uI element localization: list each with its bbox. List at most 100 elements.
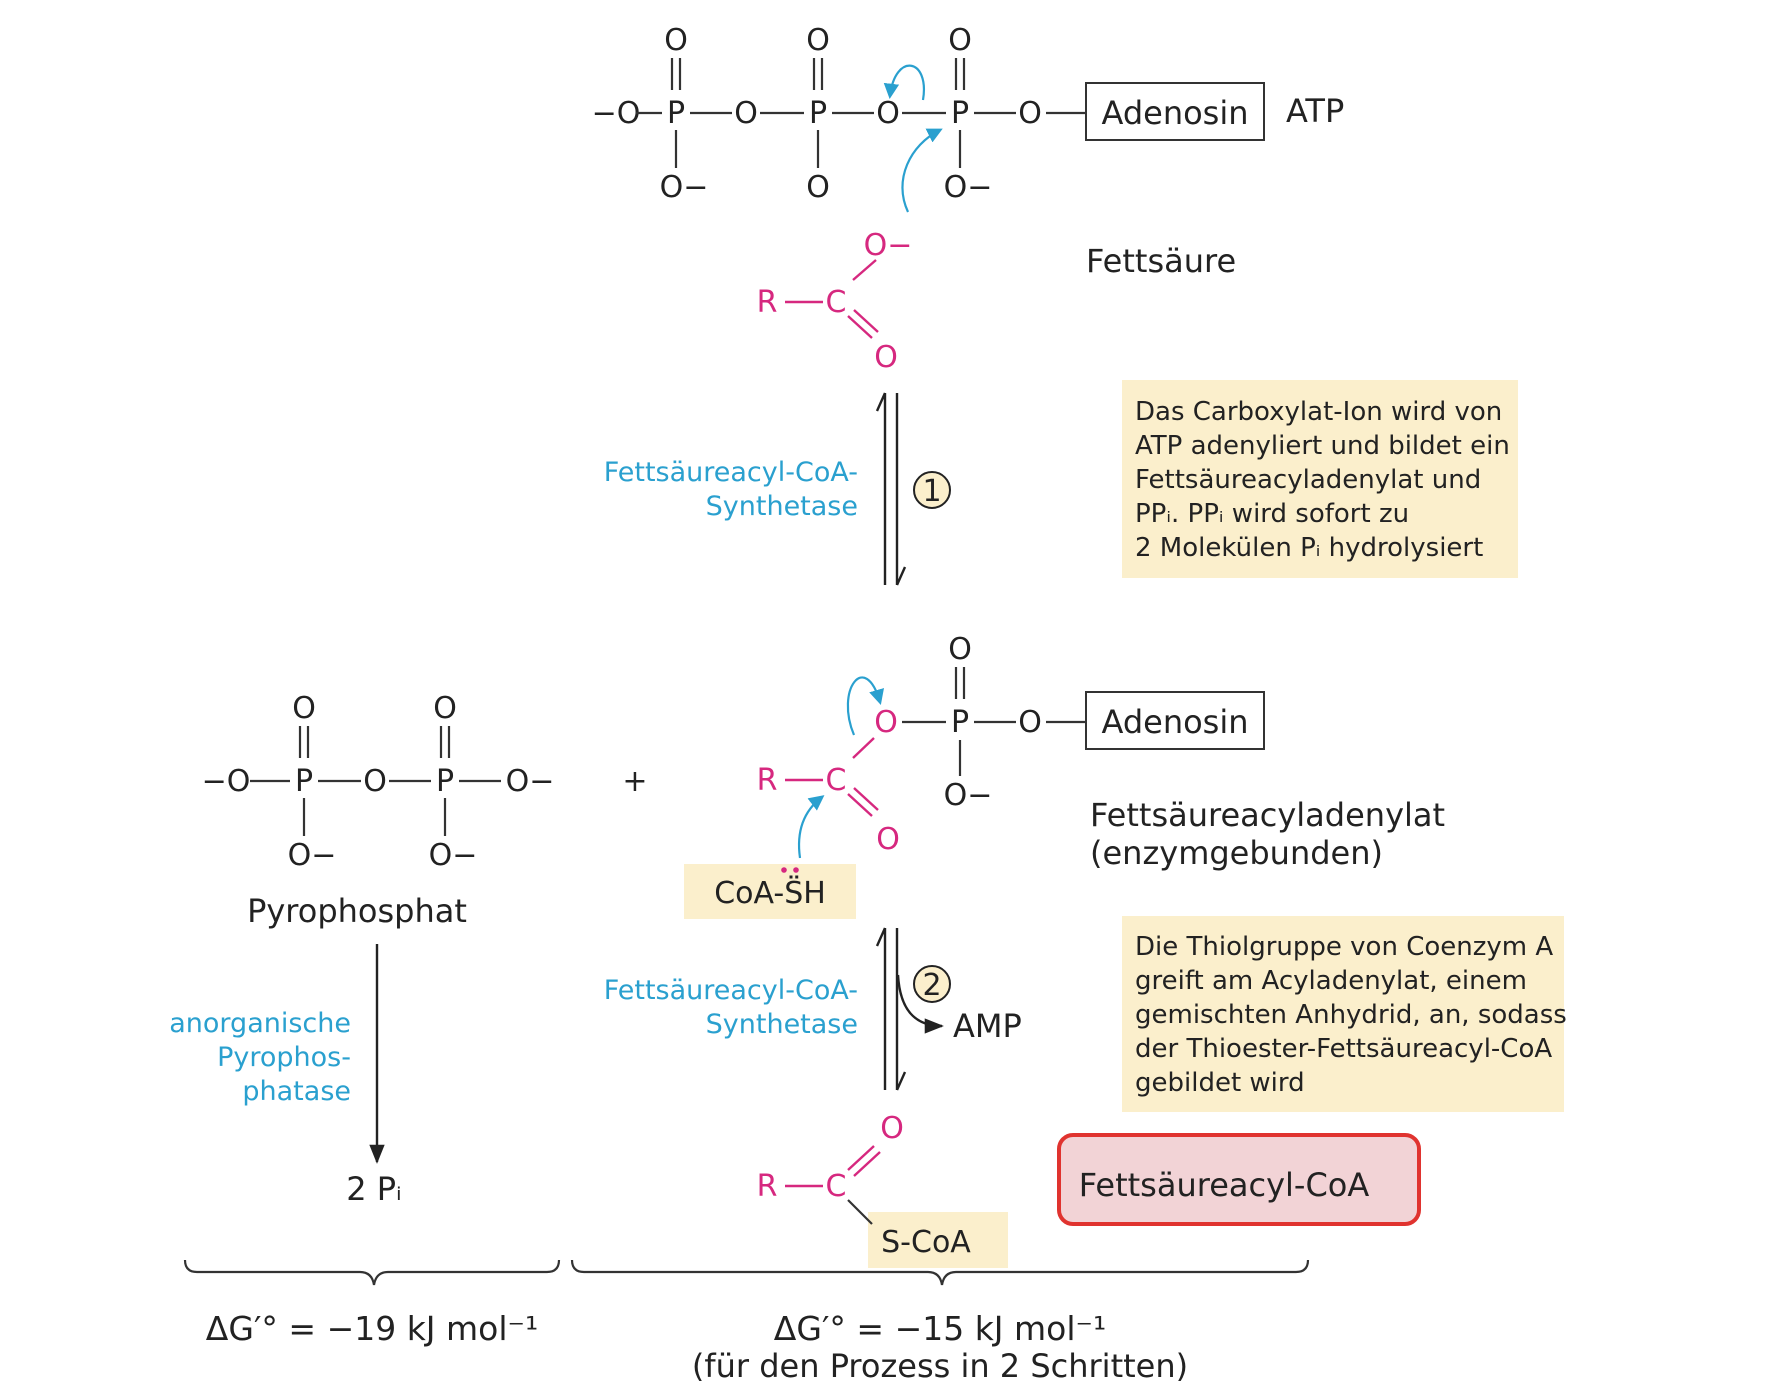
- electron-arrow-curve: [798, 795, 825, 859]
- atom-r: R: [757, 763, 778, 798]
- atom-p: P: [809, 96, 827, 131]
- note-box-step1: [1122, 380, 1518, 578]
- atom-o: O: [876, 96, 900, 131]
- enzyme-label: Synthetase: [706, 491, 858, 522]
- enzyme-label: Fettsäureacyl-CoA-: [604, 457, 858, 488]
- atom-p: P: [951, 705, 969, 740]
- atom-o-minus: O−: [429, 838, 478, 873]
- note-line: ATP adenyliert und bildet ein: [1135, 431, 1510, 461]
- step-number-badge: [913, 471, 951, 509]
- note-line: gemischten Anhydrid, an, sodass: [1135, 1000, 1567, 1030]
- atom-c: C: [826, 1169, 847, 1204]
- atp-molecule: O O O −O P O P O P O O− O O− Adenosin AT…: [592, 23, 1344, 213]
- s-coa-box: [868, 1212, 1008, 1268]
- lone-pair-dot: [781, 867, 787, 873]
- step-number: 1: [922, 474, 941, 509]
- note-box-step2: [1122, 916, 1564, 1112]
- enzyme-label: phatase: [242, 1076, 351, 1107]
- adenosin-box: [1085, 691, 1265, 750]
- electron-arrow-curve: [901, 128, 943, 213]
- atom-o-minus: O−: [660, 170, 709, 205]
- atom-o: O: [876, 822, 900, 857]
- fatty-acid-label: Fettsäure: [1086, 242, 1236, 280]
- enzyme-label: anorganische: [169, 1008, 351, 1039]
- adenylate-label: (enzymgebunden): [1090, 834, 1383, 872]
- delta-g-left: ΔG′° = −19 kJ mol⁻¹: [206, 1309, 538, 1348]
- step2: AMP Fettsäureacyl-CoA- Synthetase 2 Die …: [604, 916, 1567, 1112]
- atom-o-minus: O−: [864, 228, 913, 263]
- note-line: gebildet wird: [1135, 1068, 1305, 1098]
- atom-minus-o: −O: [592, 96, 641, 131]
- note-line: Das Carboxylat-Ion wird von: [1135, 397, 1502, 427]
- amp-release-arrow: [896, 974, 944, 1034]
- note-line: Die Thiolgruppe von Coenzym A: [1135, 932, 1553, 962]
- atom-o: O: [806, 170, 830, 205]
- atom-o: O: [363, 764, 387, 799]
- plus-sign: +: [622, 764, 647, 799]
- atom-o: O: [874, 705, 898, 740]
- acyl-coa-molecule: O R C S-CoA Fettsäureacyl-CoA: [757, 1111, 1421, 1268]
- adenosin-label: Adenosin: [1101, 94, 1248, 132]
- atom-o: O: [948, 632, 972, 667]
- atom-r: R: [757, 1169, 778, 1204]
- atom-o: O: [806, 23, 830, 58]
- note-line: PPᵢ. PPᵢ wird sofort zu: [1135, 499, 1409, 529]
- adenosin-label: Adenosin: [1101, 703, 1248, 741]
- atom-o-minus: O−: [288, 838, 337, 873]
- fatty-acid-molecule: O− R C O Fettsäure: [757, 228, 1237, 375]
- atom-p: P: [436, 764, 454, 799]
- delta-g-note: (für den Prozess in 2 Schritten): [692, 1347, 1188, 1385]
- atom-o: O: [874, 340, 898, 375]
- atom-o-minus: O−: [944, 170, 993, 205]
- enzyme-label: Pyrophos-: [217, 1042, 351, 1073]
- atom-o: O: [734, 96, 758, 131]
- phosphate-product: 2 Pᵢ: [346, 1170, 402, 1208]
- atom-c: C: [826, 763, 847, 798]
- brace-left: [183, 1259, 561, 1286]
- amp-label: AMP: [953, 1007, 1022, 1045]
- atom-p: P: [295, 764, 313, 799]
- pyrophosphate-molecule: O O −O P O P O− O− O− Pyrophosphat anorg…: [169, 691, 554, 1208]
- atom-o: O: [292, 691, 316, 726]
- atom-o: O: [1018, 96, 1042, 131]
- atom-o: O: [880, 1111, 904, 1146]
- note-line: greift am Acyladenylat, einem: [1135, 966, 1527, 996]
- brace-right: [570, 1259, 1310, 1286]
- enzyme-label: Fettsäureacyl-CoA-: [604, 975, 858, 1006]
- delta-g-right: ΔG′° = −15 kJ mol⁻¹: [774, 1309, 1106, 1348]
- electron-arrow-curve: [883, 64, 926, 101]
- atom-o: O: [433, 691, 457, 726]
- atom-c: C: [826, 285, 847, 320]
- atom-r: R: [757, 285, 778, 320]
- equilibrium-arrow-down: [895, 928, 907, 1091]
- atp-label: ATP: [1286, 92, 1344, 130]
- adenylate-label: Fettsäureacyladenylat: [1090, 796, 1445, 834]
- adenosin-box: [1085, 82, 1265, 141]
- note-line: 2 Molekülen Pᵢ hydrolysiert: [1135, 533, 1483, 563]
- energy-summary: ΔG′° = −19 kJ mol⁻¹ ΔG′° = −15 kJ mol⁻¹ …: [183, 1259, 1310, 1385]
- atom-p: P: [667, 96, 685, 131]
- note-line: Fettsäureacyladenylat und: [1135, 465, 1481, 495]
- step-number-badge: [913, 965, 951, 1003]
- atom-minus-o: −O: [202, 764, 251, 799]
- atom-o: O: [948, 23, 972, 58]
- equilibrium-arrow-down: [895, 393, 907, 586]
- acyl-adenylate-molecule: O O P O O− Adenosin R C O CoA-S̈H Fettsä…: [684, 632, 1445, 919]
- atom-o: O: [1018, 705, 1042, 740]
- equilibrium-arrow-up: [875, 927, 887, 1090]
- lone-pair-dot: [793, 867, 799, 873]
- atom-o-minus: O−: [506, 764, 555, 799]
- enzyme-label: Synthetase: [706, 1009, 858, 1040]
- product-label: Fettsäureacyl-CoA: [1079, 1166, 1370, 1204]
- pyrophosphate-label: Pyrophosphat: [247, 892, 467, 930]
- atom-p: P: [951, 96, 969, 131]
- note-line: der Thioester-Fettsäureacyl-CoA: [1135, 1034, 1552, 1064]
- atom-o: O: [664, 23, 688, 58]
- coa-sh-box: [684, 864, 856, 919]
- product-box: [1057, 1133, 1421, 1226]
- equilibrium-arrow-up: [875, 392, 887, 585]
- step-number: 2: [922, 968, 941, 1003]
- coa-sh-label: CoA-S̈H: [714, 876, 826, 911]
- electron-arrow-curve: [846, 676, 884, 736]
